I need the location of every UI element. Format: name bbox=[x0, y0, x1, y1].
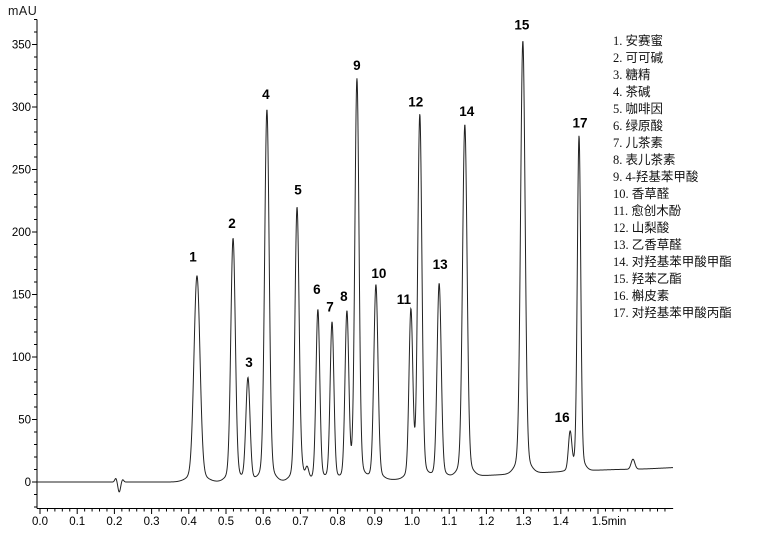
y-tick-label: 200 bbox=[12, 227, 31, 239]
legend-item-1: 1. 安赛蜜 bbox=[613, 34, 664, 48]
peak-number-label-4: 4 bbox=[262, 87, 270, 102]
x-tick-label: 1.3 bbox=[516, 516, 532, 528]
legend-item-9: 9. 4-羟基苯甲酸 bbox=[613, 170, 699, 184]
legend-item-5: 5. 咖啡因 bbox=[613, 102, 664, 116]
x-tick-label: 0.0 bbox=[32, 516, 48, 528]
peak-number-label-12: 12 bbox=[408, 94, 423, 109]
y-tick-label: 300 bbox=[12, 102, 31, 114]
legend-item-4: 4. 茶碱 bbox=[613, 85, 651, 99]
x-tick-label: 0.9 bbox=[367, 516, 383, 528]
legend-item-13: 13. 乙香草醛 bbox=[613, 238, 682, 252]
legend-item-16: 16. 槲皮素 bbox=[613, 289, 670, 303]
peak-number-label-3: 3 bbox=[245, 355, 253, 370]
y-tick-label: 350 bbox=[12, 40, 31, 52]
legend-item-12: 12. 山梨酸 bbox=[613, 221, 670, 235]
peak-number-label-10: 10 bbox=[371, 266, 386, 281]
peak-number-label-2: 2 bbox=[228, 216, 236, 231]
y-tick-label: 250 bbox=[12, 165, 31, 177]
legend-item-2: 2. 可可碱 bbox=[613, 51, 664, 65]
x-tick-label: 1.5min bbox=[592, 516, 627, 528]
y-tick-label: 50 bbox=[18, 415, 31, 427]
y-tick-label: 100 bbox=[12, 352, 31, 364]
legend-item-15: 15. 羟苯乙酯 bbox=[613, 272, 682, 286]
legend-item-14: 14. 对羟基苯甲酸甲酯 bbox=[613, 255, 732, 269]
x-tick-label: 0.5 bbox=[218, 516, 234, 528]
peak-number-label-1: 1 bbox=[189, 249, 197, 264]
x-tick-label: 1.2 bbox=[478, 516, 494, 528]
peak-number-label-17: 17 bbox=[573, 115, 588, 130]
chromatogram-trace bbox=[37, 41, 673, 493]
peak-number-label-6: 6 bbox=[313, 282, 321, 297]
peak-number-label-16: 16 bbox=[555, 410, 571, 425]
legend-item-7: 7. 儿茶素 bbox=[613, 136, 664, 150]
legend-item-8: 8. 表儿茶素 bbox=[613, 153, 676, 167]
x-tick-label: 0.3 bbox=[144, 516, 160, 528]
y-tick-label: 150 bbox=[12, 290, 31, 302]
x-tick-label: 1.1 bbox=[441, 516, 457, 528]
peak-number-label-5: 5 bbox=[294, 183, 302, 198]
legend-item-10: 10. 香草醛 bbox=[613, 187, 670, 201]
y-axis-unit-label: mAU bbox=[8, 4, 38, 18]
peak-number-label-8: 8 bbox=[340, 289, 348, 304]
x-tick-label: 0.7 bbox=[292, 516, 308, 528]
x-tick-label: 0.8 bbox=[330, 516, 346, 528]
peak-number-label-7: 7 bbox=[326, 300, 334, 315]
peak-number-label-15: 15 bbox=[514, 17, 530, 32]
x-tick-label: 0.2 bbox=[106, 516, 122, 528]
peak-number-label-9: 9 bbox=[353, 58, 361, 73]
peak-legend: 1. 安赛蜜 2. 可可碱 3. 糖精 4. 茶碱 5. 咖啡因 6. 绿原酸 7. 儿茶素… bbox=[613, 33, 732, 322]
x-tick-label: 0.6 bbox=[255, 516, 271, 528]
legend-item-6: 6. 绿原酸 bbox=[613, 119, 664, 133]
x-tick-label: 1.0 bbox=[404, 516, 420, 528]
peak-number-label-11: 11 bbox=[397, 292, 412, 307]
x-tick-label: 0.4 bbox=[181, 516, 198, 528]
x-tick-label: 1.4 bbox=[553, 516, 570, 528]
legend-item-17: 17. 对羟基苯甲酸丙酯 bbox=[613, 306, 732, 320]
y-tick-label: 0 bbox=[25, 477, 31, 489]
peak-number-label-14: 14 bbox=[459, 104, 475, 119]
peak-number-label-13: 13 bbox=[433, 257, 449, 272]
legend-item-11: 11. 愈创木酚 bbox=[613, 204, 682, 218]
x-tick-label: 0.1 bbox=[69, 516, 85, 528]
legend-item-3: 3. 糖精 bbox=[613, 68, 651, 82]
